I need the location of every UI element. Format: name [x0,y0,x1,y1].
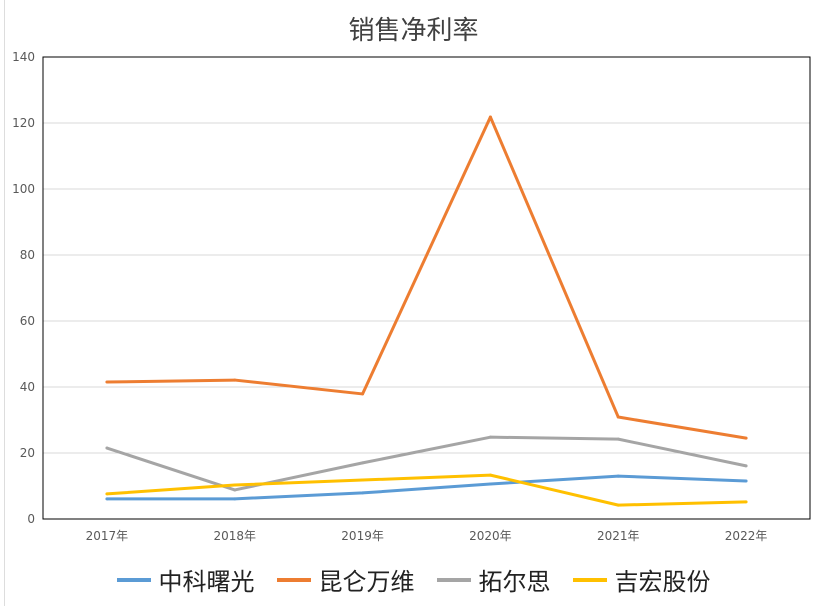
data-point [744,479,748,483]
y-tick-label: 60 [20,314,35,328]
data-point [233,497,237,501]
legend-item: 昆仑万维 [276,562,415,597]
data-point [616,437,620,441]
series-line-3 [106,435,747,492]
legend-label: 昆仑万维 [318,568,415,596]
y-tick-label: 120 [12,116,35,130]
legend-swatch [436,577,471,582]
data-point [744,436,748,440]
plot-area-border [42,56,811,520]
y-tick-label: 40 [20,380,35,394]
data-point [488,473,492,477]
data-point [488,482,492,486]
data-point [616,503,620,507]
legend-swatch [116,577,151,582]
legend: 中科曙光 昆仑万维 拓尔思 吉宏股份 [0,562,827,597]
legend-label: 中科曙光 [158,568,255,596]
chart-title: 销售净利率 [348,16,479,46]
y-tick-label: 100 [12,182,35,196]
legend-item: 中科曙光 [116,562,255,597]
x-tick-label: 2017年 [86,529,129,543]
data-point [361,392,365,396]
legend-label: 拓尔思 [478,568,551,596]
x-tick-label: 2019年 [341,529,384,543]
data-point [105,492,109,496]
x-tick-label: 2018年 [213,529,256,543]
data-point [361,461,365,465]
data-point [744,464,748,468]
data-point [616,474,620,478]
y-tick-label: 140 [12,50,35,64]
data-point [105,446,109,450]
y-tick-label: 80 [20,248,35,262]
series-line-2 [106,115,747,440]
data-point [744,500,748,504]
x-tick-label: 2021年 [597,529,640,543]
y-tick-label: 20 [20,446,35,460]
series-line-1 [106,474,747,501]
y-tick-label: 0 [27,512,35,526]
legend-swatch [276,577,311,582]
data-point [105,380,109,384]
data-point [361,478,365,482]
data-point [105,497,109,501]
legend-item: 拓尔思 [436,562,551,597]
window-edge [4,0,5,606]
x-tick-label: 2020年 [469,529,512,543]
data-point [233,378,237,382]
x-tick-label: 2022年 [725,529,768,543]
legend-item: 吉宏股份 [572,562,711,597]
data-point [488,435,492,439]
legend-label: 吉宏股份 [614,568,711,596]
data-point [616,415,620,419]
data-point [233,483,237,487]
data-point [233,488,237,492]
data-point [361,491,365,495]
legend-swatch [572,577,607,582]
series-line-4 [106,473,747,507]
data-point [488,115,492,119]
